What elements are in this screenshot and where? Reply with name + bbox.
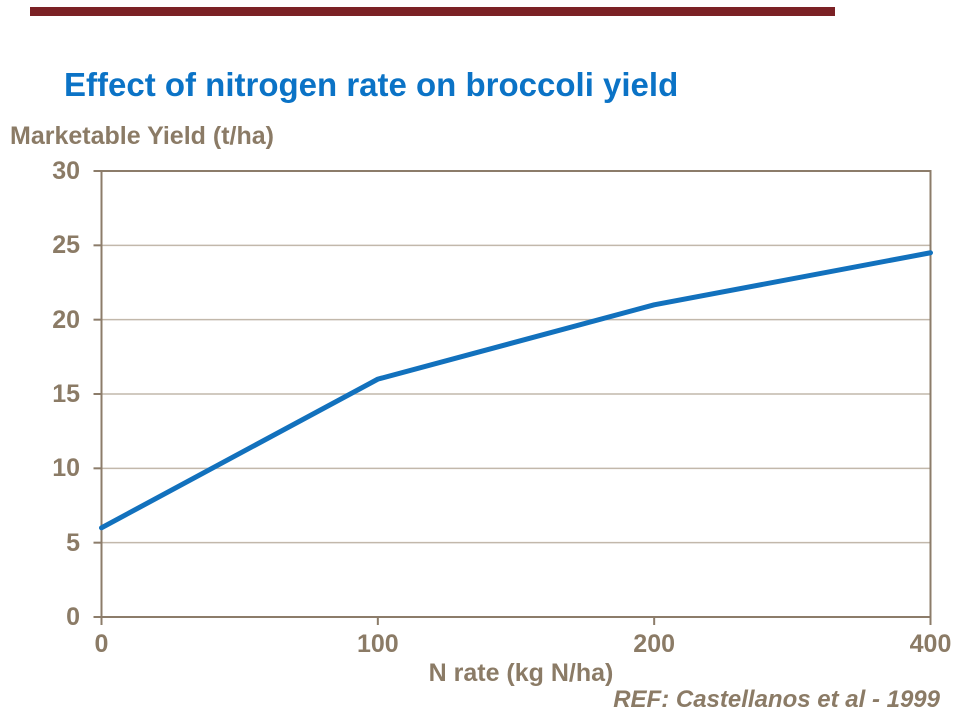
y-axis-title: Marketable Yield (t/ha) xyxy=(10,122,274,150)
top-accent-bar xyxy=(30,7,835,16)
reference-citation: REF: Castellanos et al - 1999 xyxy=(613,686,940,713)
x-axis-title: N rate (kg N/ha) xyxy=(428,659,614,687)
chart-title: Effect of nitrogen rate on broccoli yiel… xyxy=(64,66,679,103)
yield-data-line xyxy=(99,250,933,531)
